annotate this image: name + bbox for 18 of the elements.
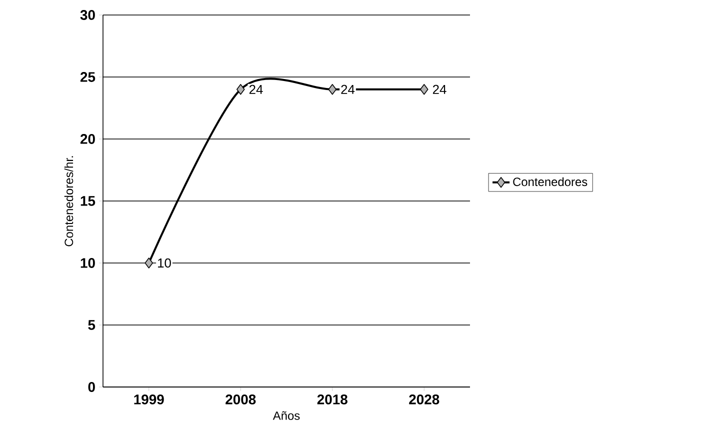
y-tick-label: 10: [80, 258, 95, 268]
y-tick-label: 25: [80, 72, 96, 82]
y-tick-label: 30: [80, 10, 95, 20]
y-tick-label: 20: [80, 134, 95, 144]
x-axis-title: Años: [272, 411, 300, 420]
x-tick-label: 2028: [409, 394, 440, 404]
x-tick-label: 2008: [226, 394, 256, 404]
y-tick-label: 5: [88, 320, 96, 330]
x-tick-label: 1999: [134, 394, 164, 404]
y-tick-label: 0: [88, 382, 95, 392]
y-tick-label: 15: [80, 196, 96, 206]
data-label: 10: [158, 258, 171, 268]
legend-label: Contenedores: [513, 177, 588, 186]
data-label: 24: [249, 84, 263, 94]
x-tick-label: 2018: [317, 394, 348, 404]
y-axis-title: Contenedores/hr.: [64, 156, 74, 246]
data-label: 24: [432, 84, 446, 94]
data-label: 24: [341, 84, 355, 94]
